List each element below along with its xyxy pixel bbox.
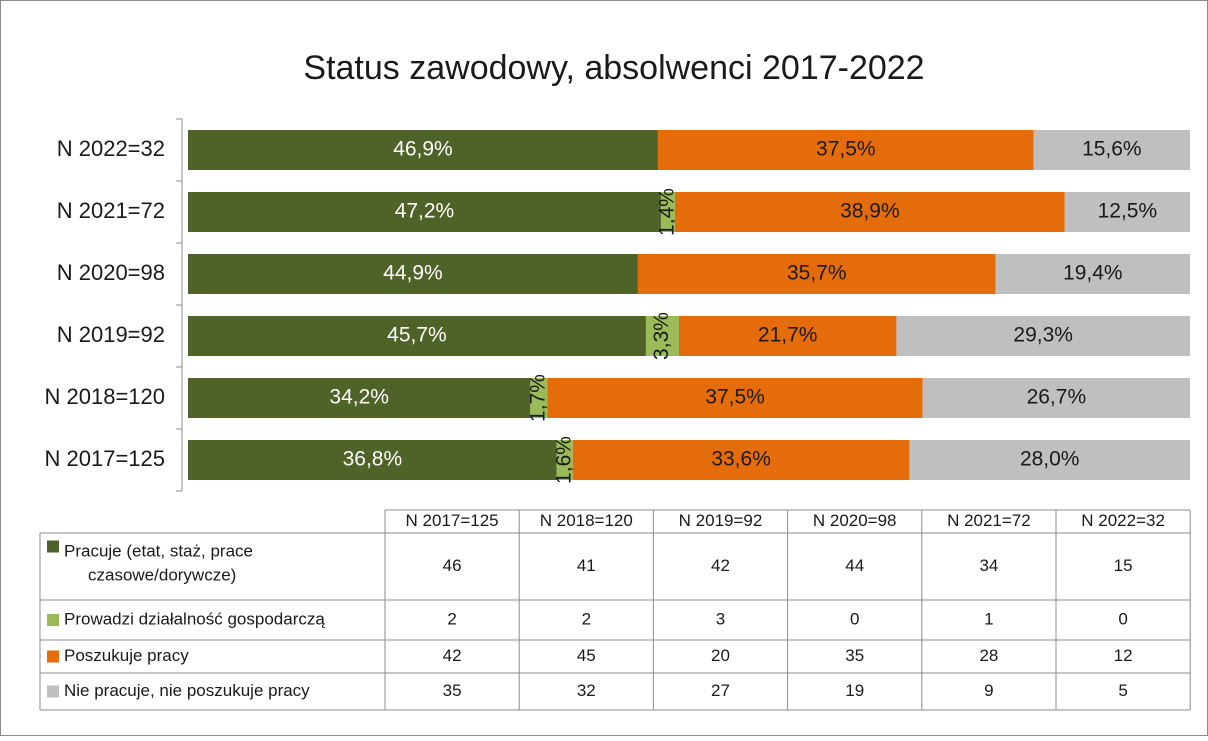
- data-label: 44,9%: [383, 262, 443, 285]
- y-tick-label: N 2018=120: [45, 384, 166, 409]
- table-cell: 34: [979, 556, 998, 575]
- bar-segment: [645, 316, 679, 356]
- table-cell: 5: [1118, 681, 1127, 700]
- y-tick-label: N 2017=125: [45, 446, 166, 471]
- table-cell: 15: [1114, 556, 1133, 575]
- bar-segment: [678, 316, 897, 356]
- table-header: N 2019=92: [679, 511, 763, 530]
- table-cell: 3: [716, 609, 725, 628]
- bar-segment: [188, 130, 658, 170]
- bar-segment: [188, 316, 646, 356]
- table-cell: 20: [711, 646, 730, 665]
- table-header: N 2022=32: [1081, 511, 1165, 530]
- table-header: N 2017=125: [406, 511, 499, 530]
- table-cell: 28: [979, 646, 998, 665]
- data-label: 15,6%: [1082, 138, 1142, 161]
- data-label: 37,5%: [705, 386, 765, 409]
- bar-segment: [1033, 130, 1190, 170]
- bar-segment: [896, 316, 1190, 356]
- data-label: 37,5%: [816, 138, 876, 161]
- y-tick-label: N 2022=32: [57, 136, 165, 161]
- table-header: N 2020=98: [813, 511, 897, 530]
- table-cell: 12: [1114, 646, 1133, 665]
- table-cell: 1: [984, 609, 993, 628]
- bar-segment: [657, 130, 1034, 170]
- data-label: 28,0%: [1020, 448, 1080, 471]
- bar-segment: [188, 378, 531, 418]
- table-cell: 2: [447, 609, 456, 628]
- data-label: 19,4%: [1063, 262, 1123, 285]
- bar-segment: [572, 440, 910, 480]
- y-tick-label: N 2019=92: [57, 322, 165, 347]
- bar-segment: [1064, 192, 1190, 232]
- legend-label: Pracuje (etat, staż, prace czasowe/dorywc…: [64, 542, 253, 585]
- data-label: 35,7%: [787, 262, 847, 285]
- bar-segment: [637, 254, 996, 294]
- legend-swatch: [47, 614, 59, 626]
- table-cell: 42: [711, 556, 730, 575]
- data-label: 21,7%: [758, 324, 818, 347]
- bar-segment: [547, 378, 923, 418]
- bar-segment: [556, 440, 573, 480]
- data-label: 26,7%: [1027, 386, 1087, 409]
- table-header: N 2018=120: [540, 511, 633, 530]
- legend-label-line: czasowe/dorywcze): [88, 566, 236, 585]
- table-cell: 45: [577, 646, 596, 665]
- data-label: 45,7%: [387, 324, 447, 347]
- table-cell: 27: [711, 681, 730, 700]
- table-cell: 46: [443, 556, 462, 575]
- table-cell: 9: [984, 681, 993, 700]
- y-tick-label: N 2020=98: [57, 260, 165, 285]
- legend-label: Poszukuje pracy: [64, 646, 189, 665]
- data-label: 46,9%: [393, 138, 453, 161]
- table-cell: 35: [443, 681, 462, 700]
- chart-title: Status zawodowy, absolwenci 2017-2022: [303, 49, 924, 87]
- legend-swatch: [47, 685, 59, 698]
- legend-label: Prowadzi działalność gospodarczą: [64, 609, 325, 628]
- data-label: 1,6%: [552, 436, 575, 484]
- bar-segment: [922, 378, 1190, 418]
- table-cell: 0: [850, 609, 859, 628]
- table-cell: 41: [577, 556, 596, 575]
- data-label: 34,2%: [329, 386, 389, 409]
- y-tick-label: N 2021=72: [57, 198, 165, 223]
- table-cell: 42: [443, 646, 462, 665]
- data-label: 36,8%: [343, 448, 403, 471]
- data-label: 29,3%: [1013, 324, 1073, 347]
- bar-segment: [909, 440, 1190, 480]
- data-label: 1,4%: [656, 188, 679, 236]
- data-label: 1,7%: [526, 374, 549, 422]
- data-label: 47,2%: [395, 200, 455, 223]
- data-label: 3,3%: [650, 312, 673, 360]
- legend-label: Nie pracuje, nie poszukuje pracy: [64, 681, 310, 700]
- legend-swatch: [47, 650, 59, 663]
- table-cell: 19: [845, 681, 864, 700]
- table-cell: 44: [845, 556, 864, 575]
- table-cell: 2: [582, 609, 591, 628]
- bar-segment: [995, 254, 1190, 294]
- table-header: N 2021=72: [947, 511, 1031, 530]
- legend-label-line: Pracuje (etat, staż, prace: [64, 542, 253, 561]
- data-label: 33,6%: [711, 448, 771, 471]
- bar-segment: [660, 192, 675, 232]
- data-label: 38,9%: [840, 200, 900, 223]
- table-cell: 32: [577, 681, 596, 700]
- legend-swatch: [47, 540, 59, 553]
- bar-segment: [530, 378, 548, 418]
- bar-segment: [188, 192, 661, 232]
- bar-segment: [188, 440, 557, 480]
- bar-segment: [674, 192, 1065, 232]
- table-cell: 35: [845, 646, 864, 665]
- data-label: 12,5%: [1098, 200, 1158, 223]
- bar-segment: [188, 254, 638, 294]
- table-cell: 0: [1118, 609, 1127, 628]
